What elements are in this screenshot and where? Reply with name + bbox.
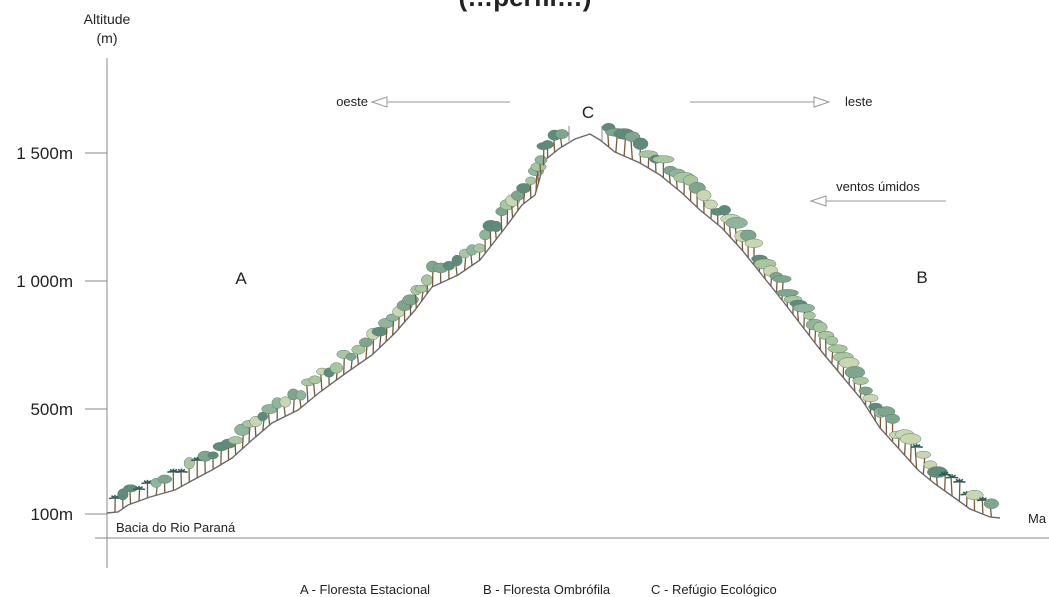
tree: [945, 474, 959, 497]
humid-winds-arrow: ventos úmidos: [809, 179, 946, 207]
legend: A - Floresta Estacional B - Floresta Omb…: [300, 582, 777, 597]
tick-label: 1 500m: [16, 144, 73, 163]
zone-b-label: B: [916, 268, 927, 287]
tree: [402, 294, 419, 316]
tree: [345, 352, 357, 370]
y-axis-label-line1: Altitude: [84, 11, 131, 27]
tree: [555, 129, 569, 147]
sea-label: Ma: [1028, 511, 1047, 526]
tree: [451, 254, 463, 276]
tree: [862, 394, 879, 414]
legend-item-c: C - Refúgio Ecológico: [651, 582, 777, 597]
west-arrow: oeste: [336, 94, 510, 109]
tree: [167, 468, 180, 491]
tree: [652, 155, 675, 178]
tree: [473, 243, 486, 261]
tree: [414, 284, 429, 302]
tree: [899, 433, 922, 462]
tree: [351, 344, 366, 365]
title-text: (…perfil…): [459, 0, 592, 12]
east-label: leste: [845, 94, 872, 109]
tree: [117, 488, 129, 509]
tree: [183, 457, 195, 483]
diagram-title: (…perfil…): [459, 0, 592, 12]
legend-item-b: B - Floresta Ombrófila: [483, 582, 611, 597]
tree: [490, 220, 502, 240]
tree: [792, 303, 815, 329]
tree: [207, 451, 219, 470]
vegetation-layer: [108, 123, 999, 518]
tick-label: 1 000m: [16, 272, 73, 291]
east-arrow-head: [813, 96, 831, 108]
tree: [329, 362, 344, 381]
tick-label: 500m: [30, 400, 73, 419]
humid-winds-label: ventos úmidos: [836, 179, 920, 194]
tree: [938, 471, 951, 491]
y-axis-ticks: 1 500m 1 000m 500m 100m: [16, 144, 107, 524]
tree: [371, 326, 388, 348]
tree: [983, 498, 999, 518]
tree: [442, 260, 455, 280]
east-arrow: leste: [690, 94, 872, 109]
tree: [157, 474, 173, 493]
tree: [910, 443, 923, 469]
tree: [257, 411, 269, 431]
tree: [965, 490, 984, 511]
tree: [175, 468, 188, 487]
tree: [885, 413, 900, 442]
tree: [541, 140, 554, 158]
tree: [295, 390, 307, 408]
y-axis-label-line2: (m): [97, 30, 118, 46]
tree: [308, 375, 322, 397]
west-arrow-head: [370, 96, 388, 108]
tree: [132, 485, 146, 502]
tree: [825, 336, 839, 364]
tree: [525, 176, 537, 199]
tree: [123, 484, 138, 505]
tree: [915, 450, 931, 475]
zone-c-label: C: [582, 103, 594, 122]
tree: [953, 478, 966, 502]
basin-label: Bacia do Rio Paraná: [116, 520, 236, 535]
winds-arrow-head: [809, 195, 827, 207]
tick-label: 100m: [30, 505, 73, 524]
legend-item-a: A - Floresta Estacional: [300, 582, 430, 597]
zone-a-label: A: [235, 269, 247, 288]
west-label: oeste: [336, 94, 368, 109]
tree: [696, 189, 712, 214]
tree: [279, 396, 291, 417]
tree: [359, 337, 373, 360]
tree: [421, 274, 433, 294]
